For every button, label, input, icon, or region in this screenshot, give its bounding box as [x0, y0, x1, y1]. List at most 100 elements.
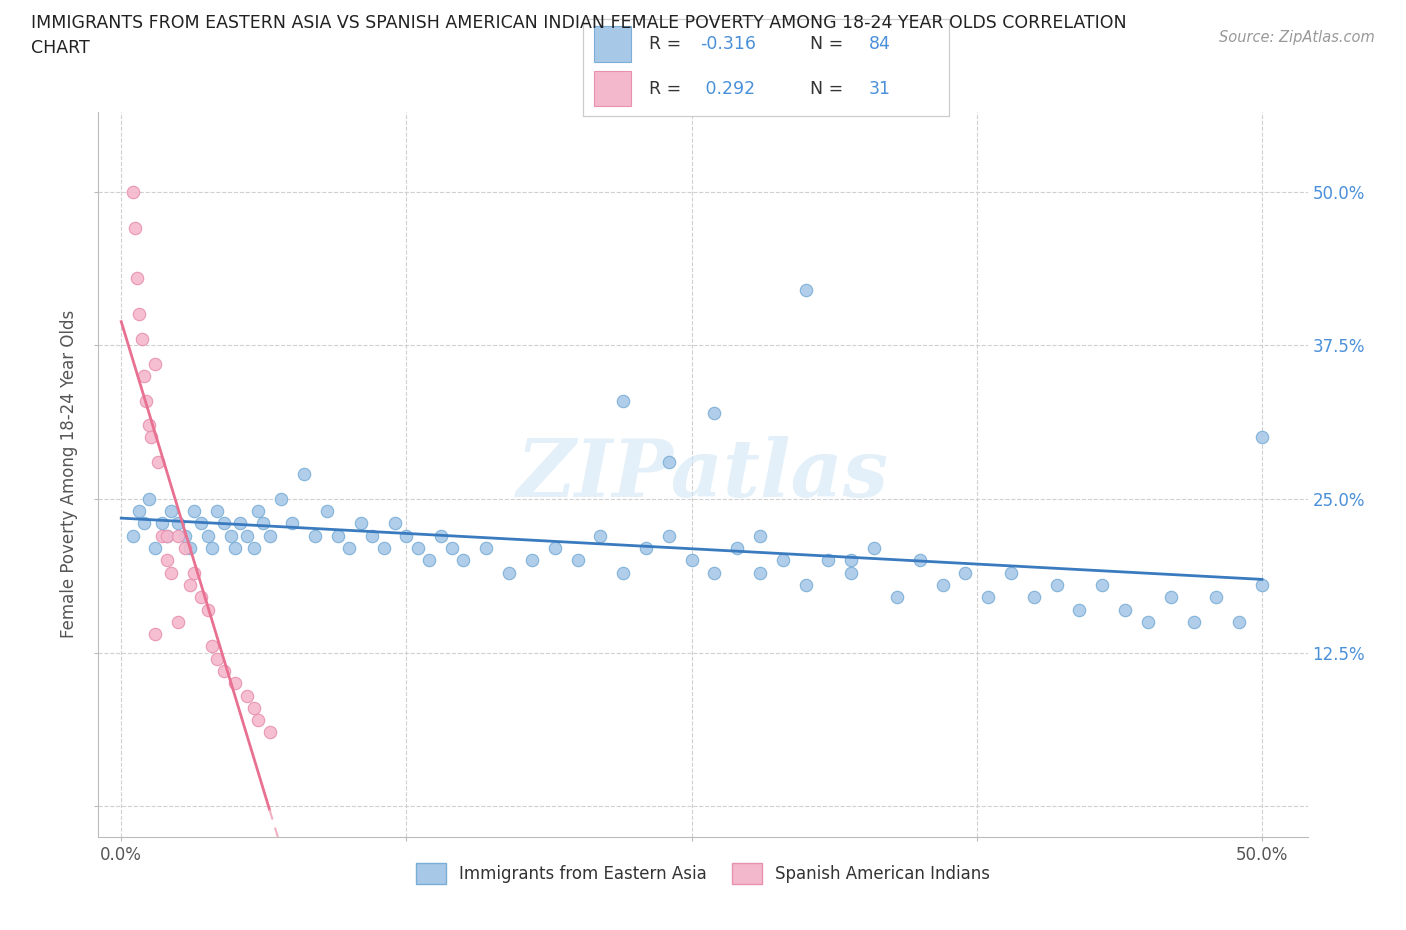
Point — [304, 528, 326, 543]
Point — [212, 664, 235, 679]
FancyBboxPatch shape — [595, 72, 631, 107]
Point — [1182, 615, 1205, 630]
Point — [373, 540, 395, 555]
Point — [955, 565, 977, 580]
Point — [1022, 590, 1045, 604]
Point — [201, 540, 224, 555]
Point — [212, 516, 235, 531]
Point — [703, 405, 725, 420]
Point — [337, 540, 360, 555]
Point — [139, 430, 162, 445]
Point — [121, 528, 143, 543]
Point — [418, 553, 440, 568]
Point — [908, 553, 931, 568]
Point — [145, 540, 167, 555]
Point — [247, 504, 270, 519]
Point — [190, 590, 212, 604]
Point — [395, 528, 418, 543]
Point — [179, 578, 201, 592]
Point — [259, 725, 281, 740]
Point — [205, 504, 228, 519]
Legend: Immigrants from Eastern Asia, Spanish American Indians: Immigrants from Eastern Asia, Spanish Am… — [409, 857, 997, 890]
Point — [453, 553, 475, 568]
Point — [589, 528, 612, 543]
Point — [475, 540, 498, 555]
Point — [156, 553, 179, 568]
Point — [1251, 578, 1274, 592]
Point — [681, 553, 703, 568]
Point — [167, 516, 190, 531]
Point — [138, 418, 160, 432]
Point — [863, 540, 886, 555]
Point — [224, 540, 246, 555]
Text: 84: 84 — [869, 35, 890, 53]
Point — [839, 553, 862, 568]
Point — [167, 528, 190, 543]
Point — [281, 516, 304, 531]
Point — [174, 528, 197, 543]
Point — [183, 565, 205, 580]
Point — [634, 540, 657, 555]
Point — [145, 356, 167, 371]
Point — [1000, 565, 1022, 580]
Point — [1251, 430, 1274, 445]
Point — [567, 553, 589, 568]
Point — [794, 578, 817, 592]
Y-axis label: Female Poverty Among 18-24 Year Olds: Female Poverty Among 18-24 Year Olds — [60, 311, 79, 638]
Point — [259, 528, 281, 543]
Point — [315, 504, 337, 519]
Point — [174, 540, 197, 555]
Point — [183, 504, 205, 519]
Point — [361, 528, 384, 543]
Point — [749, 565, 772, 580]
Point — [749, 528, 772, 543]
Point — [544, 540, 567, 555]
Text: 31: 31 — [869, 80, 890, 98]
Text: IMMIGRANTS FROM EASTERN ASIA VS SPANISH AMERICAN INDIAN FEMALE POVERTY AMONG 18-: IMMIGRANTS FROM EASTERN ASIA VS SPANISH … — [31, 14, 1126, 32]
Point — [242, 700, 264, 715]
Text: ZIPatlas: ZIPatlas — [517, 435, 889, 513]
Text: 0.292: 0.292 — [700, 80, 755, 98]
Point — [1114, 602, 1136, 617]
Point — [498, 565, 520, 580]
Point — [292, 467, 315, 482]
Point — [224, 676, 246, 691]
Point — [156, 528, 179, 543]
Point — [794, 283, 817, 298]
Text: R =: R = — [650, 80, 688, 98]
Text: CHART: CHART — [31, 39, 90, 57]
Point — [145, 627, 167, 642]
Point — [839, 565, 862, 580]
Text: N =: N = — [810, 80, 849, 98]
Point — [350, 516, 373, 531]
Point — [219, 528, 242, 543]
Point — [326, 528, 349, 543]
Point — [817, 553, 839, 568]
Text: R =: R = — [650, 35, 688, 53]
Point — [160, 504, 183, 519]
Point — [135, 393, 157, 408]
Point — [150, 528, 173, 543]
Point — [128, 504, 150, 519]
Point — [1046, 578, 1069, 592]
Point — [1069, 602, 1091, 617]
Point — [772, 553, 794, 568]
Text: Source: ZipAtlas.com: Source: ZipAtlas.com — [1219, 30, 1375, 45]
Point — [658, 528, 681, 543]
FancyBboxPatch shape — [595, 26, 631, 61]
Point — [190, 516, 212, 531]
Point — [160, 565, 183, 580]
Point — [1205, 590, 1227, 604]
Point — [429, 528, 451, 543]
Point — [156, 528, 179, 543]
Point — [931, 578, 953, 592]
Text: -0.316: -0.316 — [700, 35, 756, 53]
Text: N =: N = — [810, 35, 849, 53]
Point — [205, 651, 228, 666]
Point — [406, 540, 429, 555]
Point — [197, 528, 219, 543]
Point — [229, 516, 252, 531]
Point — [138, 491, 160, 506]
Point — [179, 540, 201, 555]
Point — [520, 553, 543, 568]
